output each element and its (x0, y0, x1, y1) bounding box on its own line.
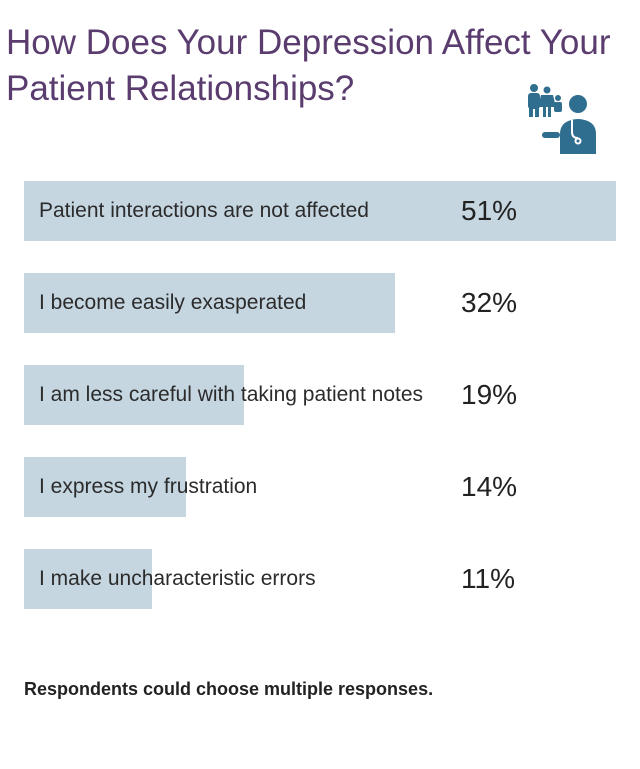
value-label: 11% (461, 563, 515, 594)
value-label: 19% (461, 379, 518, 410)
bar (24, 181, 616, 241)
value-label: 14% (461, 471, 518, 502)
bar (24, 273, 396, 333)
chart-title: How Does Your Depression Affect Your Pat… (6, 23, 611, 108)
bar (24, 549, 152, 609)
doctor-icon (528, 84, 596, 154)
category-label: I am less careful with taking patient no… (39, 383, 424, 406)
value-label: 32% (461, 287, 518, 318)
bar (24, 365, 245, 425)
footnote: Respondents could choose multiple respon… (24, 679, 434, 699)
category-label: I become easily exasperated (39, 291, 307, 314)
bar (24, 457, 187, 517)
category-label: I make uncharacteristic errors (39, 567, 316, 590)
value-label: 51% (461, 195, 518, 226)
category-label: Patient interactions are not affected (39, 199, 369, 222)
category-label: I express my frustration (39, 475, 258, 498)
